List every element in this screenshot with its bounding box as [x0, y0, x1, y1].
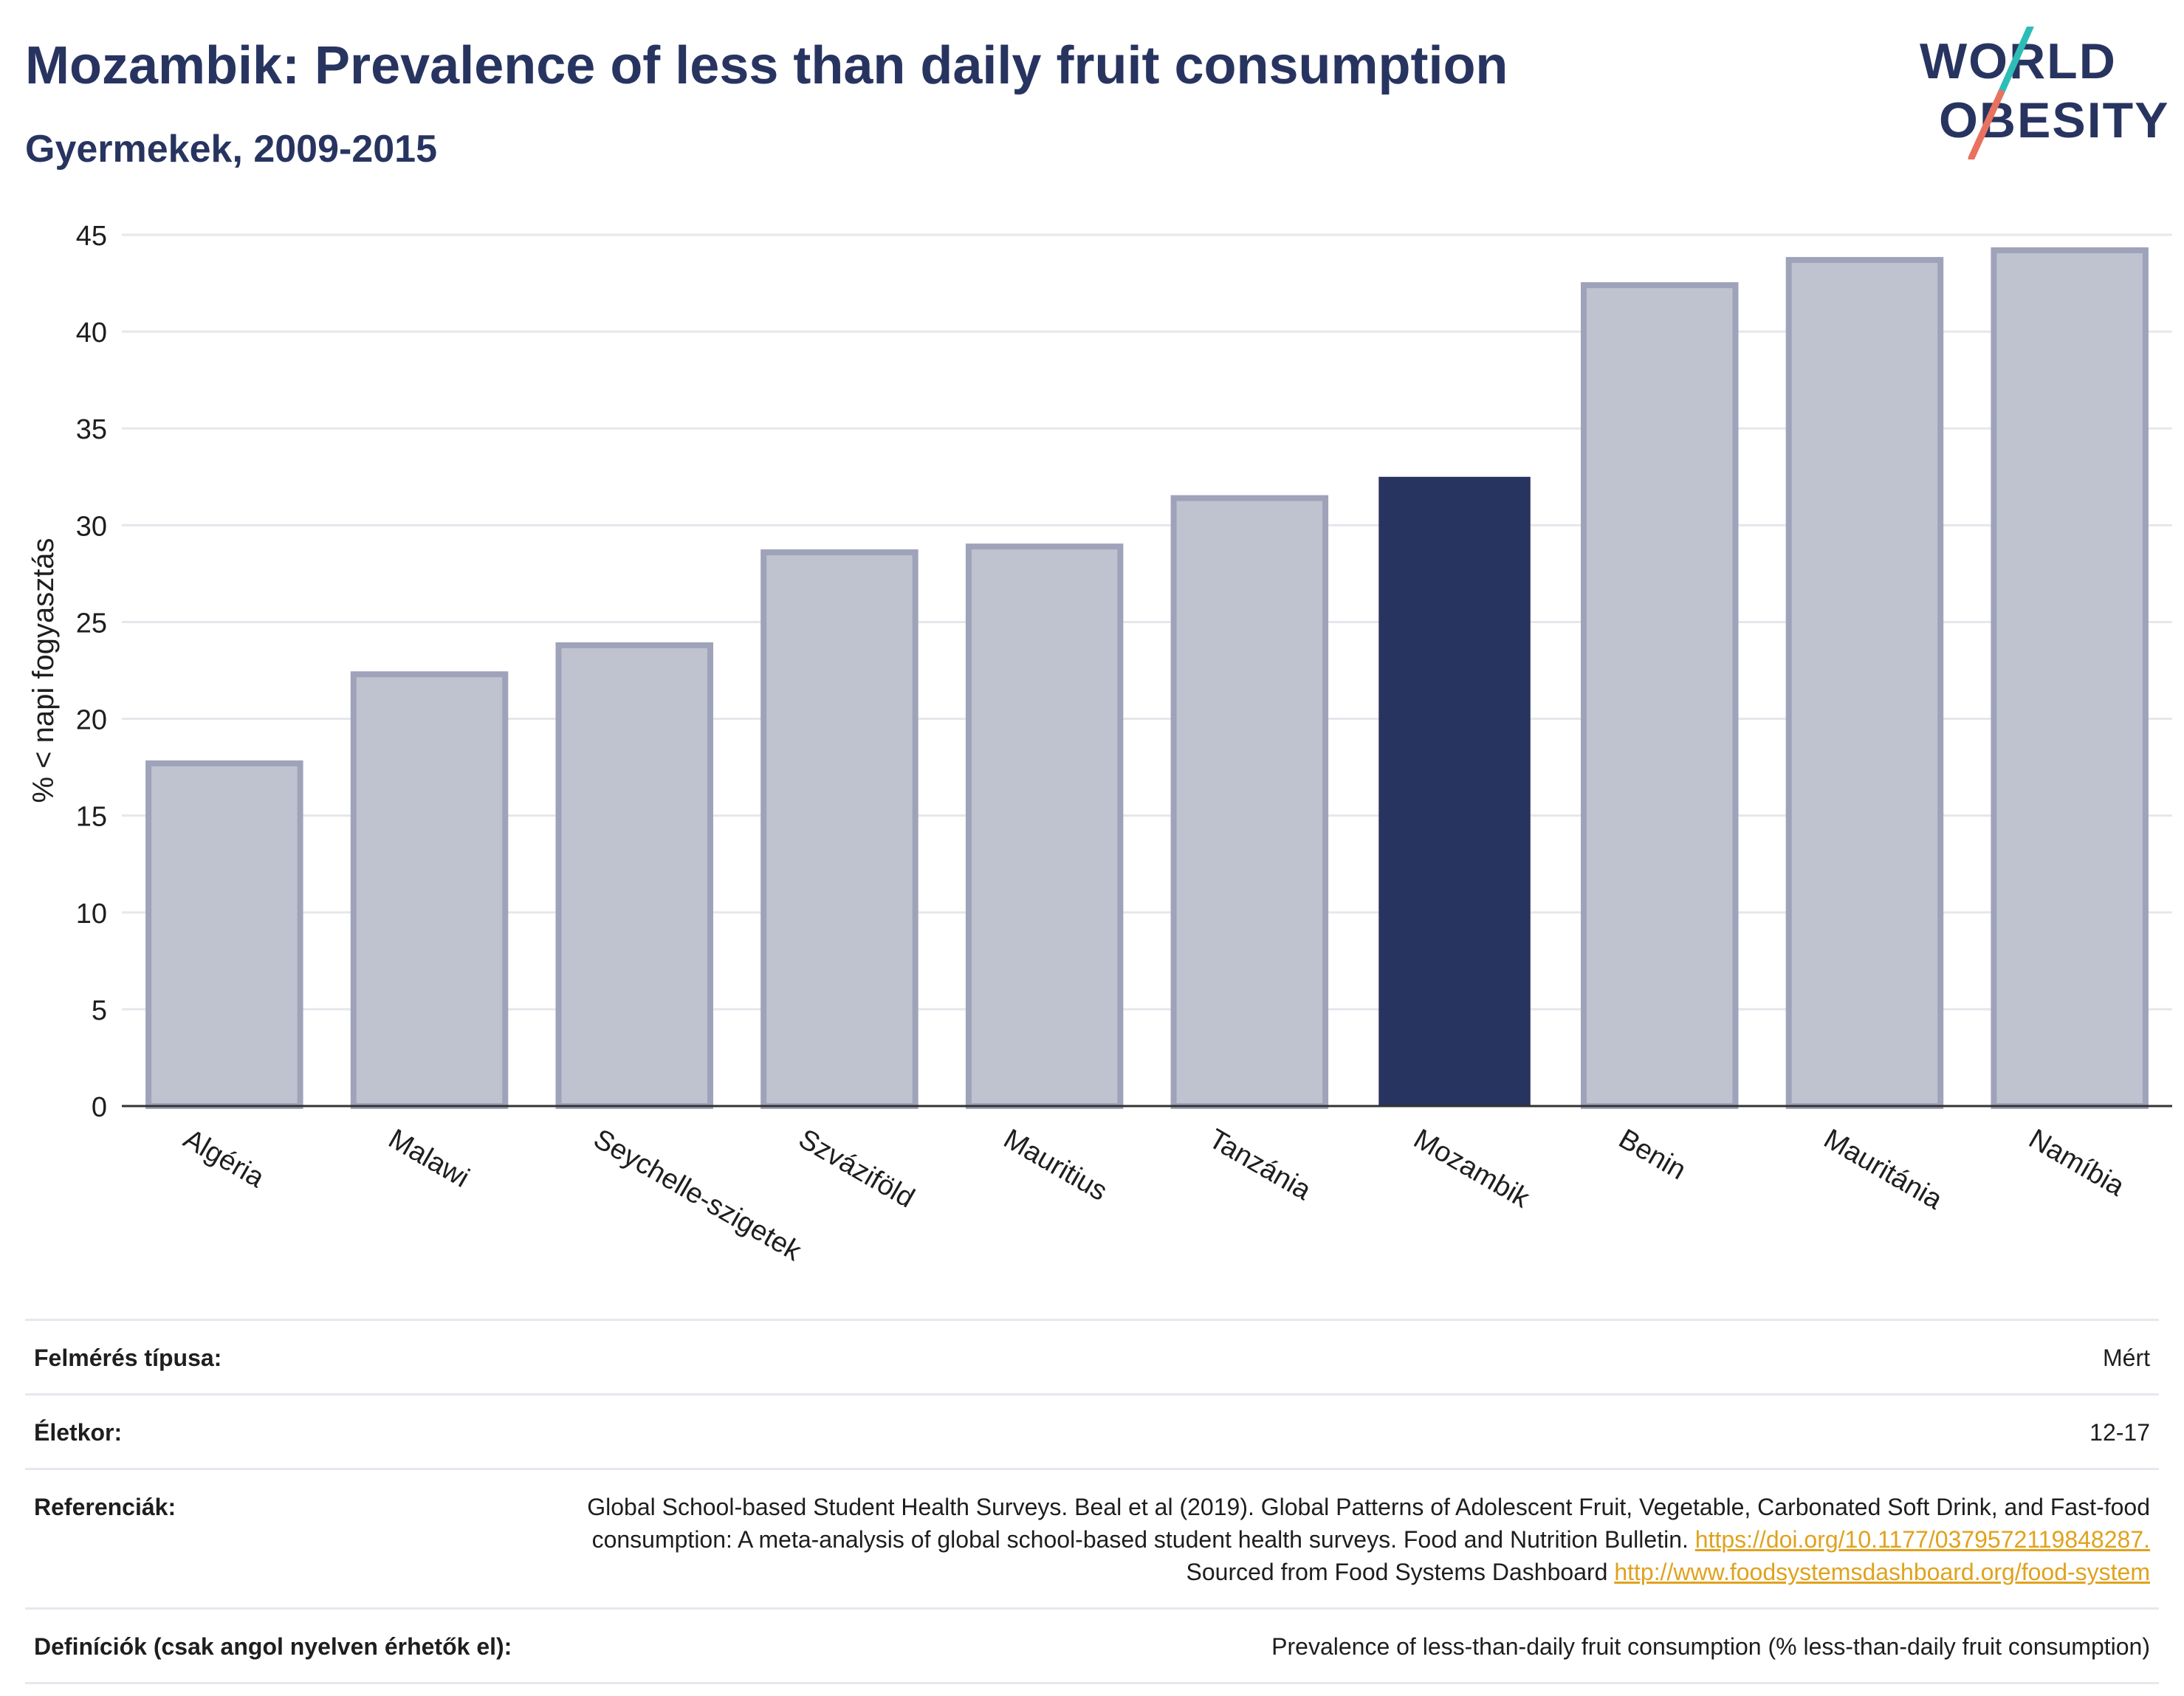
y-tick-label: 5	[92, 995, 107, 1026]
bar-mauritánia	[1785, 257, 1944, 1110]
survey-type-row: Felmérés típusa: Mért	[25, 1319, 2159, 1393]
age-label: Életkor:	[34, 1419, 123, 1446]
page-title: Mozambik: Prevalence of less than daily …	[25, 36, 1508, 95]
bar-chart: 0 5 10 15 20 25 30 35 40 45 Algéria Malawi Seychell…	[27, 221, 2172, 1268]
y-tick-labels: 0 5 10 15 20 25 30 35 40 45	[76, 221, 107, 1123]
survey-type-label: Felmérés típusa:	[34, 1345, 222, 1371]
definitions-label: Definíciók (csak angol nyelven érhetők e…	[34, 1633, 512, 1660]
references-label: Referenciák:	[34, 1494, 176, 1520]
y-tick-label: 0	[92, 1092, 107, 1123]
age-value: 12-17	[2089, 1419, 2150, 1446]
bar-malawi	[350, 671, 509, 1109]
references-text: Global School-based Student Health Surve…	[587, 1494, 2150, 1553]
survey-type-value: Mért	[2103, 1345, 2150, 1371]
references-row: Referenciák: Global School-based Student…	[25, 1468, 2159, 1607]
svg-text:OBESITY: OBESITY	[1939, 92, 2170, 148]
food-systems-dashboard-link[interactable]: http://www.foodsystemsdashboard.org/food…	[1614, 1559, 2150, 1585]
age-row: Életkor: 12-17	[25, 1393, 2159, 1468]
x-tick-labels: Algéria Malawi Seychelle-szigetekSzváziföl…	[178, 1123, 2130, 1267]
x-tick-label: Seychelle-szigetek	[588, 1123, 807, 1267]
y-tick-label: 25	[76, 608, 107, 639]
bar-mozambik	[1378, 476, 1531, 1106]
y-tick-label: 15	[76, 802, 107, 833]
bar-seychelle-szigetek	[555, 642, 713, 1109]
y-tick-label: 10	[76, 899, 107, 930]
y-tick-label: 40	[76, 317, 107, 349]
references-mid-text: Sourced from Food Systems Dashboard	[1186, 1559, 1615, 1585]
y-tick-label: 30	[76, 511, 107, 542]
x-tick-label: Mauritánia	[1819, 1123, 1948, 1216]
references-value: Global School-based Student Health Surve…	[563, 1491, 2150, 1588]
definitions-row: Definíciók (csak angol nyelven érhetők e…	[25, 1607, 2159, 1684]
x-tick-label: Algéria	[178, 1123, 269, 1194]
x-tick-label: Szváziföld	[793, 1123, 919, 1214]
bar-algéria	[145, 760, 303, 1109]
info-table: Felmérés típusa: Mért Életkor: 12-17 Ref…	[25, 1319, 2159, 1684]
bars	[145, 247, 2149, 1110]
x-tick-label: Mozambik	[1409, 1123, 1536, 1214]
bar-mauritius	[965, 543, 1124, 1109]
x-tick-label: Malawi	[383, 1123, 474, 1193]
x-tick-label: Mauritius	[998, 1123, 1113, 1206]
x-tick-label: Tanzánia	[1203, 1123, 1316, 1206]
y-tick-label: 35	[76, 414, 107, 445]
bar-tanzánia	[1170, 495, 1329, 1110]
definitions-value: Prevalence of less-than-daily fruit cons…	[1271, 1633, 2150, 1660]
page-subtitle: Gyermekek, 2009-2015	[25, 128, 438, 171]
x-tick-label: Namíbia	[2024, 1123, 2130, 1203]
y-tick-label: 20	[76, 705, 107, 736]
y-tick-label: 45	[76, 221, 107, 252]
world-obesity-logo: WORLD OBESITY	[1920, 27, 2170, 159]
bar-namíbia	[1991, 247, 2149, 1109]
x-tick-label: Benin	[1613, 1123, 1691, 1186]
bar-szváziföld	[760, 549, 918, 1109]
bar-benin	[1581, 282, 1739, 1110]
y-axis-label: % < napi fogyasztás	[27, 538, 60, 803]
doi-link[interactable]: https://doi.org/10.1177/0379572119848287…	[1694, 1526, 2150, 1553]
